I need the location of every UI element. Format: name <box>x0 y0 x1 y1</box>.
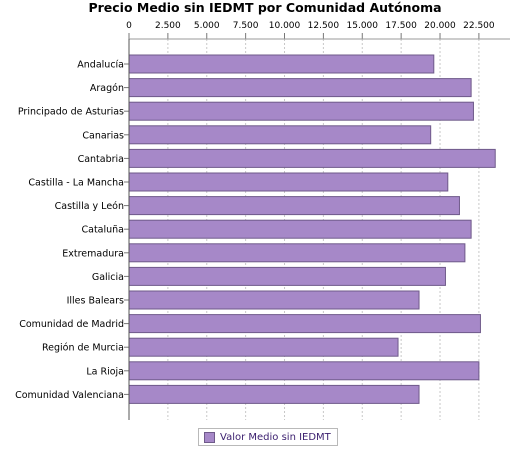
category-label: Extremadura <box>62 248 124 259</box>
legend-label: Valor Medio sin IEDMT <box>220 431 331 443</box>
x-axis-ticks: 0 2.500 5.000 7.500 10.000 12.500 15.000 17.500… <box>126 21 495 39</box>
x-tick-label: 20.000 <box>424 21 456 31</box>
bar <box>128 314 481 334</box>
x-tick-label: 15.000 <box>347 21 379 31</box>
x-tick-label: 7.500 <box>233 21 259 31</box>
bar <box>128 148 496 168</box>
bar <box>128 266 446 286</box>
bar <box>128 54 435 74</box>
category-label: Cataluña <box>81 225 124 236</box>
legend: Valor Medio sin IEDMT <box>198 428 338 446</box>
bar <box>128 172 449 192</box>
category-label: Cantabria <box>78 154 124 165</box>
category-label: Aragón <box>90 83 124 94</box>
bar <box>128 219 472 239</box>
category-label: Castilla y León <box>55 201 124 212</box>
x-tick-label: 17.500 <box>385 21 417 31</box>
x-tick-label: 2.500 <box>155 21 181 31</box>
bar <box>128 101 474 121</box>
bar-layer <box>128 54 496 404</box>
chart-title: Precio Medio sin IEDMT por Comunidad Aut… <box>88 0 441 15</box>
x-tick-label: 5.000 <box>194 21 220 31</box>
category-label: Región de Murcia <box>42 343 124 354</box>
bar <box>128 125 432 145</box>
bar <box>128 337 399 357</box>
category-label: Canarias <box>82 130 124 141</box>
category-label: La Rioja <box>86 366 124 377</box>
category-label: Castilla - La Mancha <box>28 178 124 189</box>
bar <box>128 290 420 310</box>
category-label: Illes Balears <box>67 296 124 307</box>
category-label: Andalucía <box>77 60 124 71</box>
legend-swatch <box>204 431 215 443</box>
category-label: Comunidad de Madrid <box>19 319 124 330</box>
category-label: Galicia <box>92 272 124 283</box>
bar <box>128 243 466 263</box>
bar <box>128 361 480 381</box>
x-tick-label: 10.000 <box>269 21 301 31</box>
bar <box>128 196 460 216</box>
bar <box>128 384 420 404</box>
x-tick-label: 22.500 <box>463 21 495 31</box>
category-labels: Andalucía Aragón Principado de Asturias Can… <box>15 60 129 401</box>
x-tick-label: 12.500 <box>308 21 340 31</box>
x-tick-label: 0 <box>126 21 132 31</box>
bar <box>128 78 472 98</box>
category-label: Principado de Asturias <box>18 107 124 118</box>
category-label: Comunidad Valenciana <box>15 390 124 401</box>
